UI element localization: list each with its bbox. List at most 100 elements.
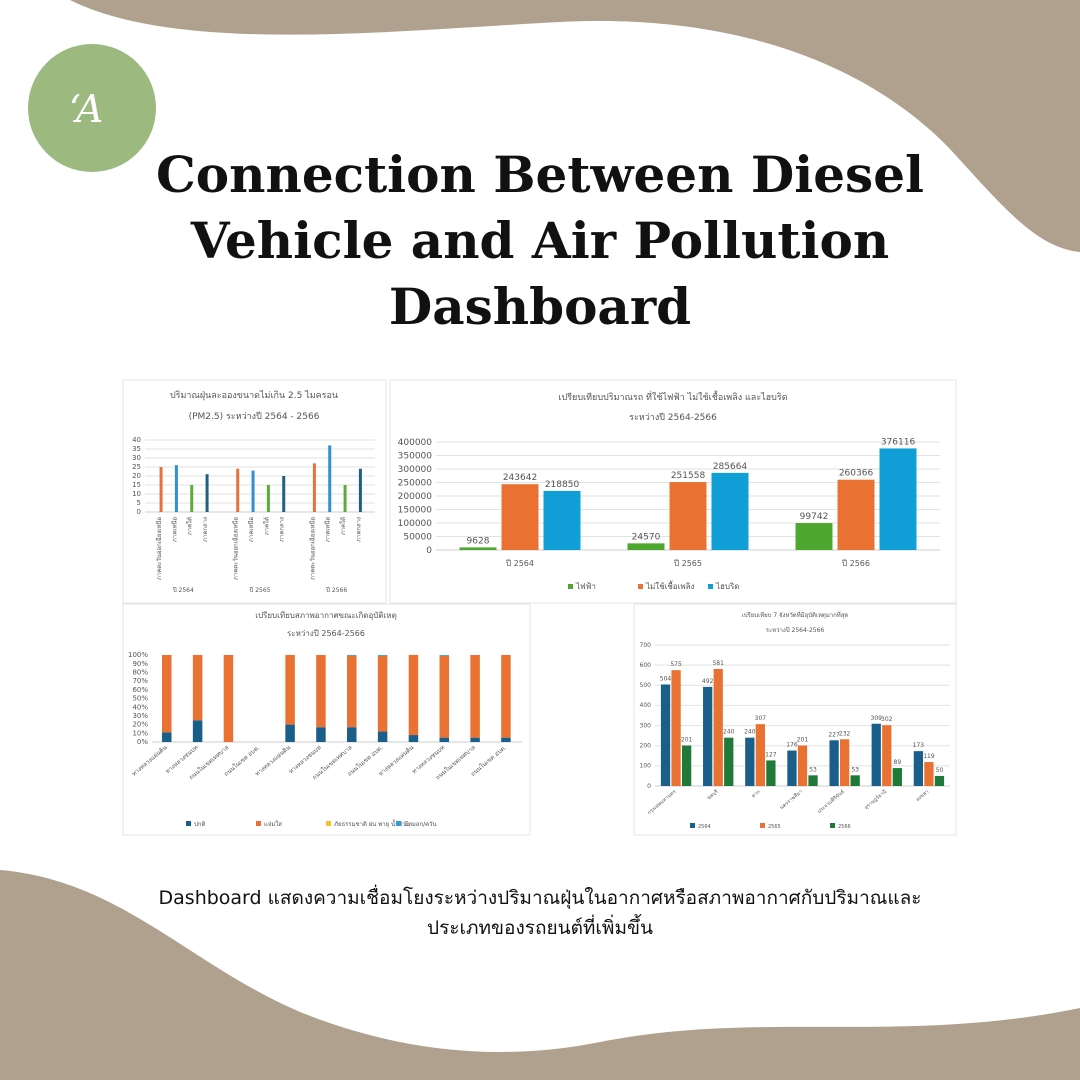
bar xyxy=(343,485,347,512)
data-label: 302 xyxy=(881,716,893,723)
bar xyxy=(703,686,713,786)
bar xyxy=(882,725,892,786)
bar xyxy=(316,655,326,728)
bar xyxy=(439,737,450,742)
y-tick-label: 100 xyxy=(640,763,652,770)
legend-label: มีหมอก/ควัน xyxy=(404,820,437,828)
bar xyxy=(913,751,924,786)
y-tick-label: 400000 xyxy=(398,438,433,448)
legend-label: ปกติ xyxy=(194,821,205,828)
bar xyxy=(787,750,797,786)
bar xyxy=(669,482,707,550)
y-tick-label: 30% xyxy=(132,712,148,720)
y-tick-label: 500 xyxy=(640,682,652,689)
y-tick-label: 80% xyxy=(132,669,148,677)
series-label: ภาคตะวันออกเฉียงเหนือ xyxy=(232,517,240,580)
bar xyxy=(251,470,255,512)
legend-swatch xyxy=(186,821,191,826)
legend-swatch xyxy=(760,823,765,828)
legend-label: ไฮบริด xyxy=(715,582,739,591)
caption-line: ประเภทของรถยนต์ที่เพิ่มขึ้น xyxy=(427,914,653,939)
data-label: 176 xyxy=(786,742,798,749)
y-tick-label: 50000 xyxy=(403,532,432,542)
bar xyxy=(439,655,450,656)
bar xyxy=(829,740,839,786)
y-tick-label: 50% xyxy=(132,695,148,703)
x-tick-label: ปี 2566 xyxy=(841,559,870,568)
data-label: 581 xyxy=(712,660,724,667)
data-label: 240 xyxy=(723,729,735,736)
bar xyxy=(408,655,419,736)
series-label: ภาคกลาง xyxy=(202,517,209,542)
data-label: 89 xyxy=(894,759,902,766)
data-label: 99742 xyxy=(800,512,829,522)
bar xyxy=(162,655,172,733)
data-label: 201 xyxy=(681,737,693,744)
data-label: 9628 xyxy=(467,536,490,546)
bar xyxy=(285,724,295,742)
bar xyxy=(205,474,209,512)
data-label: 50 xyxy=(936,767,944,774)
data-label: 575 xyxy=(670,661,682,668)
y-tick-label: 600 xyxy=(640,662,652,669)
legend-swatch xyxy=(568,584,573,589)
y-tick-label: 0 xyxy=(137,508,141,516)
bar xyxy=(347,727,357,742)
y-tick-label: 350000 xyxy=(398,451,433,461)
x-tick-label: ปี 2564 xyxy=(505,559,534,568)
data-label: 127 xyxy=(765,751,777,758)
legend-swatch xyxy=(690,823,695,828)
title-line: Connection Between Diesel xyxy=(156,145,924,204)
y-tick-label: 300000 xyxy=(398,465,433,475)
y-tick-label: 100% xyxy=(128,651,148,659)
y-tick-label: 5 xyxy=(137,499,141,507)
data-label: 201 xyxy=(797,737,809,744)
bar xyxy=(850,775,860,786)
bar xyxy=(162,732,172,742)
bar xyxy=(660,684,671,786)
bar xyxy=(840,739,850,786)
y-tick-label: 35 xyxy=(132,445,141,453)
data-label: 227 xyxy=(828,731,840,738)
y-tick-label: 200 xyxy=(640,742,652,749)
bar xyxy=(316,727,326,742)
bar xyxy=(755,724,765,786)
y-tick-label: 25 xyxy=(132,463,141,471)
bottom-wave xyxy=(0,870,1080,1080)
bar xyxy=(627,543,665,550)
bar xyxy=(501,484,539,550)
y-tick-label: 0 xyxy=(426,546,432,556)
data-label: 53 xyxy=(809,766,817,773)
data-label: 309 xyxy=(871,715,883,722)
x-tick-label: ปี 2566 xyxy=(325,586,347,594)
bar xyxy=(837,479,875,550)
y-tick-label: 400 xyxy=(640,702,652,709)
legend-swatch xyxy=(256,821,261,826)
bar xyxy=(934,775,945,786)
series-label: ภาคตะวันออกเฉียงเหนือ xyxy=(308,517,316,580)
x-tick-label: ปี 2564 xyxy=(172,586,194,594)
y-tick-label: 90% xyxy=(132,660,148,668)
data-label: 119 xyxy=(923,753,935,760)
chart-subtitle: ระหว่างปี 2564-2566 xyxy=(766,626,825,634)
x-tick-label: ตาก xyxy=(751,789,762,799)
bar xyxy=(543,490,581,550)
y-tick-label: 100000 xyxy=(398,519,433,529)
y-tick-label: 20 xyxy=(132,472,141,480)
bar xyxy=(795,523,833,550)
legend-label: 2564 xyxy=(698,824,711,830)
logo: ‘A xyxy=(69,87,104,131)
bar xyxy=(766,760,776,786)
bar xyxy=(282,476,286,512)
legend-label: 2566 xyxy=(838,824,851,830)
data-label: 173 xyxy=(913,742,925,749)
chart-title: ปริมาณฝุ่นละอองขนาดไม่เกิน 2.5 ไมครอน xyxy=(170,390,338,401)
bar xyxy=(236,468,240,512)
legend-swatch xyxy=(396,821,401,826)
bar xyxy=(470,655,480,738)
y-tick-label: 200000 xyxy=(398,492,433,502)
legend-swatch xyxy=(830,823,835,828)
bar xyxy=(713,668,723,786)
panel xyxy=(633,603,957,836)
